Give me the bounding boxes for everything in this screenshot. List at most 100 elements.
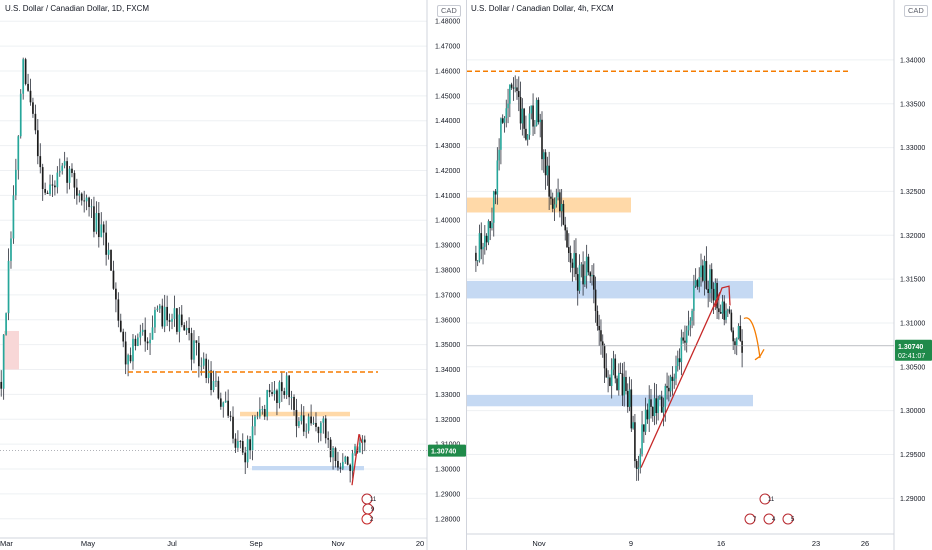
candle-body: [107, 249, 110, 255]
candle-body: [149, 339, 151, 344]
event-label: 5: [791, 517, 795, 523]
daily-y-tick: 1.42000: [435, 168, 460, 175]
candle-body: [559, 192, 561, 212]
candle-body: [616, 378, 618, 391]
candle-body: [734, 341, 736, 346]
candle-body: [476, 260, 479, 262]
candle-body: [222, 402, 225, 407]
daily-y-tick: 1.33000: [435, 392, 460, 399]
daily-y-tick: 1.36000: [435, 317, 460, 324]
candle-body: [183, 325, 186, 331]
last-price-value: 1.30740: [431, 449, 456, 456]
daily-chart-title: U.S. Dollar / Canadian Dollar, 1D, FXCM: [5, 4, 150, 13]
candle-body: [305, 430, 308, 432]
candle-body: [132, 338, 134, 362]
candle-body: [88, 197, 90, 207]
candle-body: [735, 338, 738, 346]
candle-body: [569, 253, 572, 263]
candle-body: [76, 187, 78, 196]
candle-body: [173, 308, 176, 319]
candle-body: [535, 99, 538, 126]
candle-body: [217, 380, 220, 399]
candle-body: [487, 221, 490, 243]
h4-y-tick: 1.29000: [900, 496, 925, 503]
candle-body: [516, 87, 518, 92]
h4-chart-canvas[interactable]: 1.34000 1.33500 1.33000 1.32500 1.32000 1.315…: [467, 0, 932, 550]
h4-y-tick: 1.32000: [900, 233, 925, 240]
candle-body: [510, 84, 513, 88]
candle-body: [278, 382, 281, 404]
earnings-icon: [759, 493, 771, 505]
candle-body: [719, 311, 722, 314]
candle-body: [698, 277, 701, 287]
candle-body: [73, 172, 76, 188]
candle-body: [528, 113, 531, 135]
h4-chart-title: U.S. Dollar / Canadian Dollar, 4h, FXCM: [471, 4, 614, 13]
candle-body: [29, 90, 32, 103]
candle-body: [188, 327, 190, 334]
candle-body: [363, 439, 366, 443]
candle-body: [676, 358, 679, 366]
candle-body: [271, 392, 273, 394]
candle-body: [517, 91, 520, 97]
daily-chart-pane[interactable]: 1.48000 1.47000 1.46000 1.45000 1.44000 1.430…: [0, 0, 466, 550]
candle-body: [580, 264, 583, 266]
last-price-badge: [428, 444, 466, 457]
candle-body: [112, 270, 115, 289]
candle-body: [694, 280, 697, 286]
candle-body: [691, 310, 693, 321]
candle-body: [541, 119, 543, 160]
daily-y-tick: 1.40000: [435, 218, 460, 225]
candle-body: [276, 390, 278, 404]
candle-body: [542, 152, 545, 160]
h4-x-tick: 9: [629, 539, 633, 548]
candle-body: [657, 398, 659, 414]
daily-currency-badge[interactable]: CAD: [437, 5, 461, 17]
candle-body: [621, 373, 624, 396]
candle-body: [712, 288, 715, 301]
candle-body: [332, 448, 334, 458]
event-label: 9: [371, 507, 375, 513]
candle-body: [507, 103, 509, 109]
candle-body: [534, 125, 536, 127]
candle-body: [166, 306, 168, 321]
candle-body: [134, 338, 137, 346]
candle-body: [555, 197, 558, 205]
candle-body: [334, 448, 337, 462]
candle-body: [612, 358, 615, 370]
forecast-arrow: [351, 433, 363, 486]
daily-chart-canvas[interactable]: 1.48000 1.47000 1.46000 1.45000 1.44000 1.430…: [0, 0, 466, 550]
candle-body: [643, 424, 645, 432]
candle-body: [5, 313, 7, 335]
candle-body: [630, 389, 633, 429]
candle-body: [193, 340, 195, 360]
candle-body: [283, 391, 286, 396]
candle-body: [655, 398, 658, 414]
pane-divider[interactable]: [466, 0, 467, 550]
candle-body: [249, 439, 251, 451]
candle-body: [566, 230, 568, 248]
candle-body: [280, 382, 283, 392]
candle-body: [146, 341, 149, 344]
h4-chart-pane[interactable]: 1.34000 1.33500 1.33000 1.32500 1.32000 1.315…: [467, 0, 932, 550]
candle-body: [505, 108, 508, 118]
candle-body: [105, 232, 107, 255]
flag-icon: [744, 513, 756, 525]
candle-body: [501, 118, 504, 123]
candle-body: [315, 422, 317, 427]
candle-body: [651, 406, 654, 417]
candle-body: [141, 329, 144, 332]
candle-body: [668, 387, 670, 392]
candle-body: [544, 152, 547, 176]
candle-body: [591, 275, 593, 277]
candle-body: [322, 418, 325, 423]
last-price-value: 1.30740: [898, 344, 923, 351]
h4-currency-badge[interactable]: CAD: [904, 5, 928, 17]
candle-body: [241, 441, 244, 453]
candle-body: [110, 249, 112, 271]
candle-body: [659, 396, 661, 399]
candle-body: [234, 438, 237, 448]
candle-body: [562, 203, 565, 225]
candle-body: [273, 390, 276, 394]
candle-body: [685, 330, 688, 343]
